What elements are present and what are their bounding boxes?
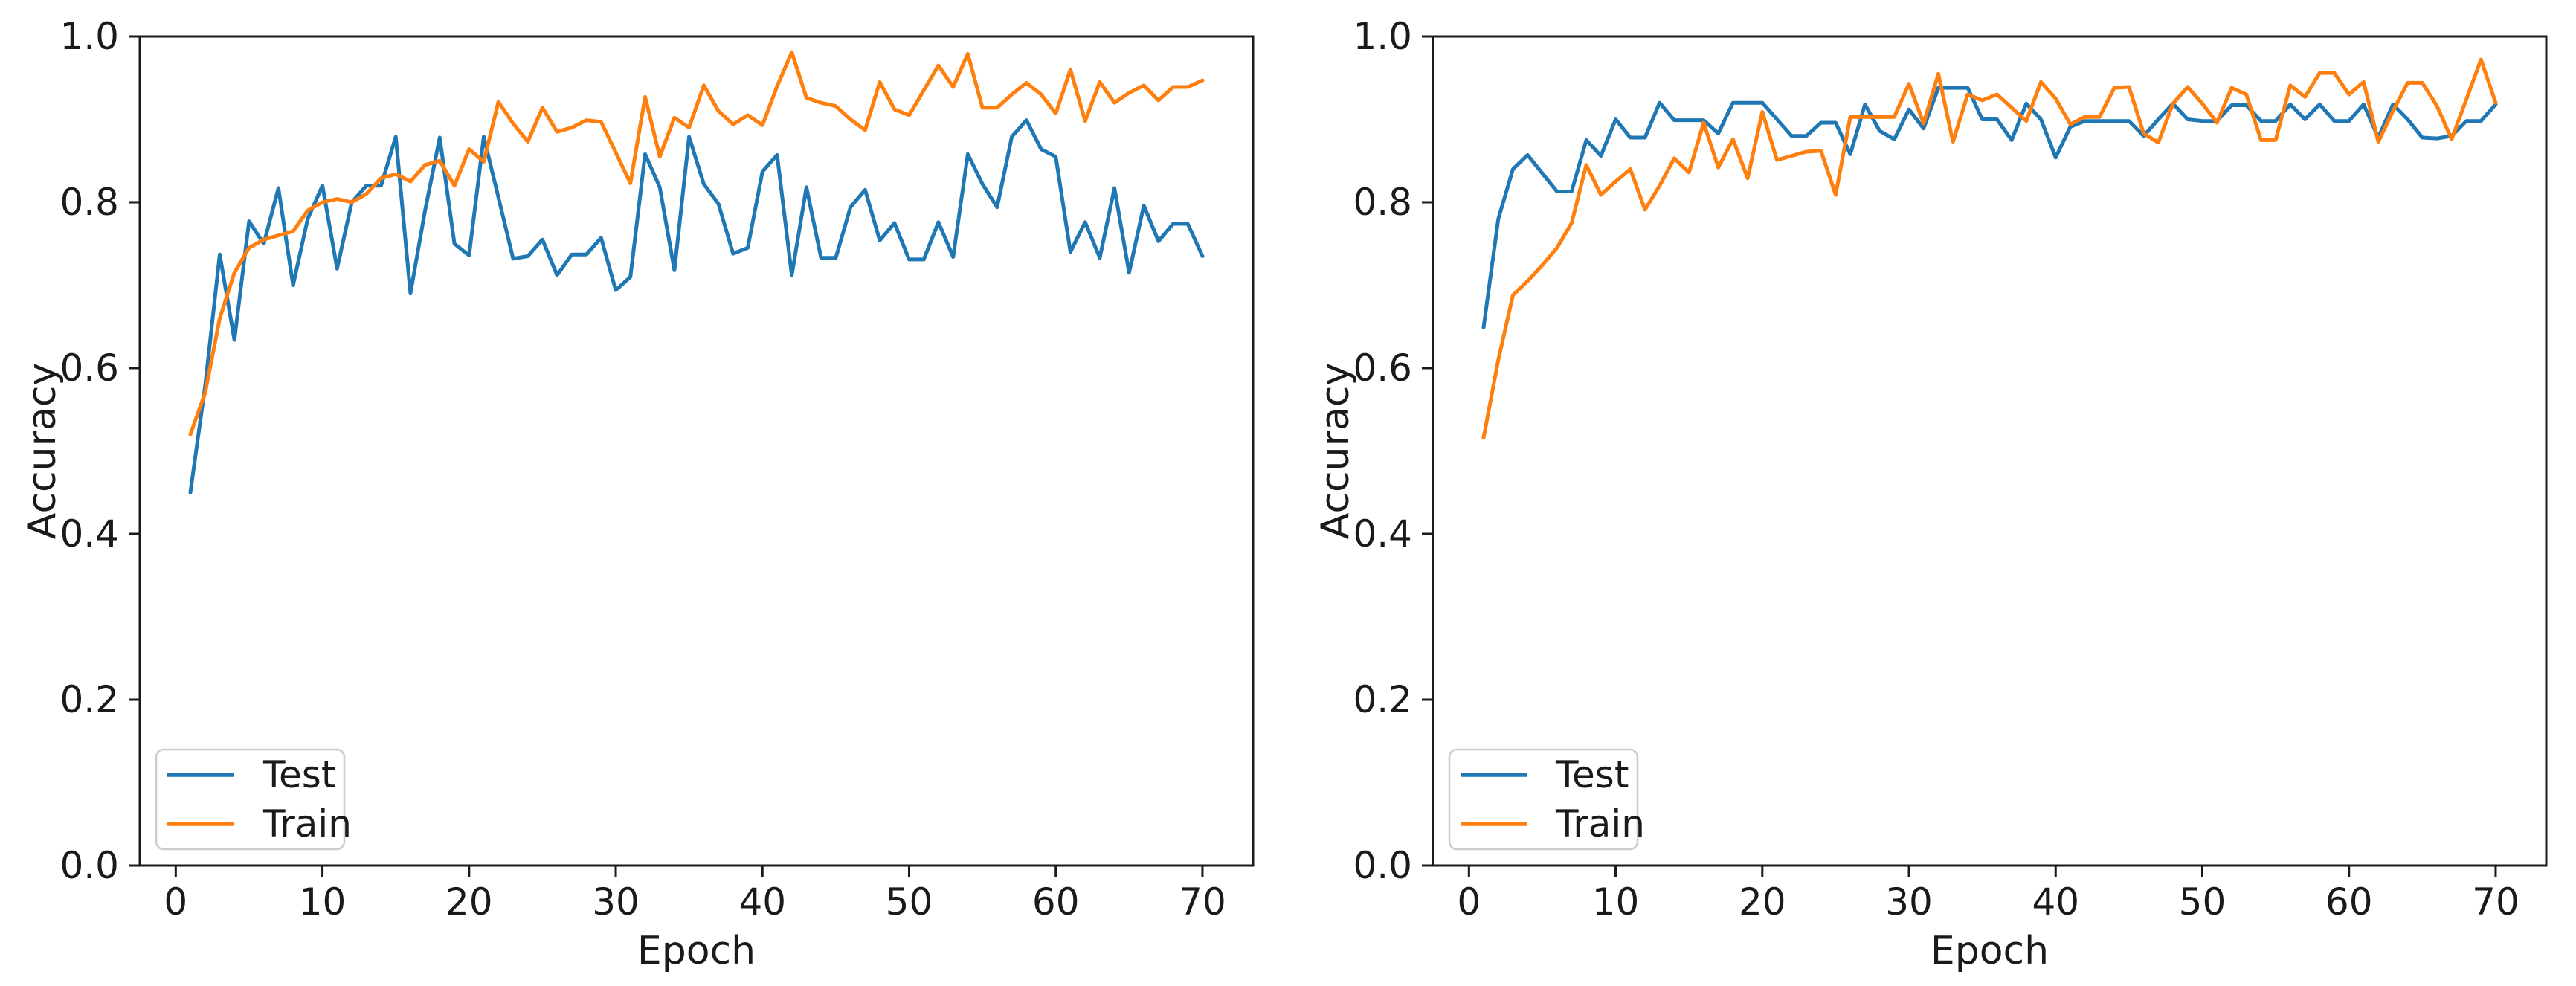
train-line xyxy=(1481,57,2498,440)
y-tick-label: 0.2 xyxy=(1353,678,1412,721)
y-tick-label: 0.8 xyxy=(1353,181,1412,224)
axes-spines xyxy=(138,35,1255,867)
y-tick-label: 0.2 xyxy=(59,678,119,721)
x-tick-label: 60 xyxy=(2325,880,2373,924)
legend-train-label: Train xyxy=(1555,802,1645,845)
legend-test-label: Test xyxy=(1555,753,1629,796)
x-tick-label: 20 xyxy=(1739,880,1786,924)
y-tick-label: 0.8 xyxy=(59,181,119,224)
y-tick-label: 0.0 xyxy=(59,844,119,887)
y-tick-label: 1.0 xyxy=(1353,15,1412,58)
x-tick-label: 40 xyxy=(738,880,786,924)
y-tick-label: 0.4 xyxy=(59,512,119,555)
test-line xyxy=(188,118,1205,494)
x-tick-label: 70 xyxy=(2472,880,2519,924)
y-tick-label: 1.0 xyxy=(59,15,119,58)
y-tick-label: 0.0 xyxy=(1353,844,1412,887)
x-axis-label: Epoch xyxy=(637,929,756,973)
y-tick-label: 0.6 xyxy=(59,347,119,390)
x-tick-label: 10 xyxy=(299,880,347,924)
y-tick-label: 0.4 xyxy=(1353,512,1412,555)
y-tick-label: 0.6 xyxy=(1353,347,1412,390)
x-tick-label: 20 xyxy=(445,880,493,924)
train-line xyxy=(188,50,1205,436)
legend-test-label: Test xyxy=(262,753,335,796)
test-line xyxy=(1481,86,2498,329)
x-axis-label: Epoch xyxy=(1931,929,2049,973)
x-tick-label: 0 xyxy=(164,880,187,924)
y-axis-label: Accuracy xyxy=(1313,363,1358,539)
x-tick-label: 30 xyxy=(1885,880,1933,924)
x-tick-label: 50 xyxy=(2179,880,2226,924)
x-tick-label: 0 xyxy=(1457,880,1481,924)
axes-spines xyxy=(1432,35,2548,867)
x-tick-label: 50 xyxy=(886,880,933,924)
y-axis-label: Accuracy xyxy=(20,363,65,539)
x-tick-label: 30 xyxy=(592,880,640,924)
left-chart: 0.0 0.2 0.4 0.6 0.8 1.0 0 10 20 30 40 50 60 70 Epoch Ac… xyxy=(20,15,1255,973)
legend-train-label: Train xyxy=(262,802,352,845)
x-tick-label: 60 xyxy=(1032,880,1080,924)
right-chart: 0.0 0.2 0.4 0.6 0.8 1.0 0 10 20 30 40 50 60 70 Epoch Ac… xyxy=(1313,15,2548,973)
x-tick-label: 70 xyxy=(1179,880,1226,924)
x-tick-label: 10 xyxy=(1592,880,1640,924)
x-tick-label: 40 xyxy=(2032,880,2079,924)
